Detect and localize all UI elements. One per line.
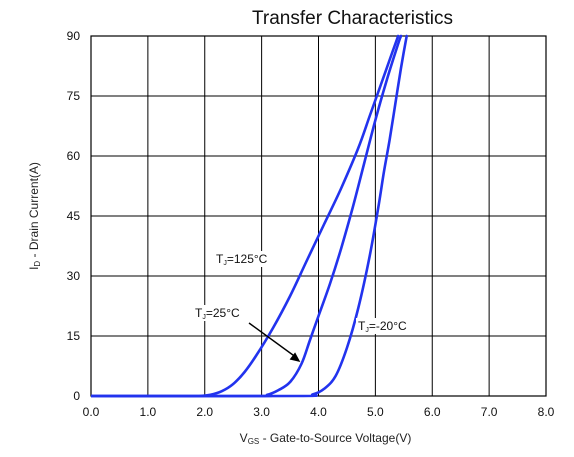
x-tick-label: 5.0 [367,405,384,419]
x-tick-label: 0.0 [83,405,100,419]
annotation-arrow-head [289,352,301,362]
label-background [356,318,409,334]
y-tick-label: 45 [67,209,81,223]
y-tick-label: 15 [67,329,81,343]
series-label-main: T [195,306,203,320]
y-axis-label: ID - Drain Current(A) [27,162,42,270]
annotation-arrow-line [248,322,295,357]
x-axis-label: VGS - Gate-to-Source Voltage(V) [240,431,412,446]
x-tick-label: 1.0 [140,405,157,419]
x-axis-label-main: V [240,431,248,445]
x-axis-label-sub: GS [248,437,260,446]
x-tick-label: 2.0 [196,405,213,419]
series-label-sub: J [202,314,206,321]
series-label-rest: =-20°C [369,319,407,333]
x-tick-label: 6.0 [424,405,441,419]
x-tick-label: 3.0 [253,405,270,419]
y-axis-label-rest: - Drain Current(A) [27,162,41,261]
series-label-rest: =125°C [227,252,268,266]
chart-title: Transfer Characteristics [252,8,453,29]
label-tj-125c: TJ=125°C [216,252,268,267]
y-axis-label-sub: D [33,261,42,267]
label-background [214,251,270,267]
curve-tj-minus20c [91,34,408,398]
x-tick-label: 7.0 [481,405,498,419]
label-tj-25c: TJ=25°C [195,306,240,321]
label-background [193,305,242,321]
x-axis-label-rest: - Gate-to-Source Voltage(V) [259,431,411,445]
series-label-main: T [216,252,224,266]
y-axis-label-main: I [27,267,41,270]
y-tick-label: 90 [67,29,81,43]
y-tick-label: 30 [67,269,81,283]
series-label-sub: J [223,260,227,267]
series-label-main: T [358,319,366,333]
series-label-sub: J [365,327,369,334]
x-tick-label: 4.0 [310,405,327,419]
y-tick-label: 75 [67,89,81,103]
y-tick-label: 0 [73,389,80,403]
x-tick-label: 8.0 [538,405,555,419]
series-label-rest: =25°C [206,306,240,320]
label-tj-minus20c: TJ=-20°C [358,319,407,334]
y-tick-label: 60 [67,149,81,163]
plot-frame [90,35,547,397]
